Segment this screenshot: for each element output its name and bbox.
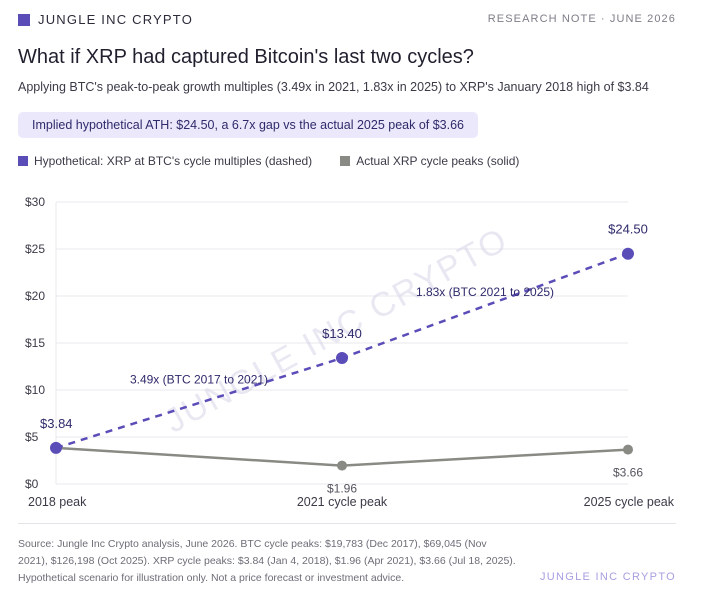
data-label-actual: $3.66 [613, 466, 643, 480]
source-note: Source: Jungle Inc Crypto analysis, June… [18, 538, 516, 584]
data-point-actual [623, 444, 633, 455]
chart-legend: Hypothetical: XRP at BTC's cycle multipl… [18, 154, 519, 168]
line-chart: $0 $5 $10 $15 $20 $25 $30 2018 peak 2021 cycle p… [25, 195, 675, 509]
brand-header: JUNGLE INC CRYPTO [18, 12, 193, 27]
data-point-actual [337, 460, 347, 471]
y-tick-label: $0 [25, 477, 39, 491]
x-tick-label: 2021 cycle peak [297, 495, 388, 509]
series-line-hypothetical [55, 252, 629, 450]
legend-item-actual: Actual XRP cycle peaks (solid) [340, 154, 519, 168]
y-tick-label: $10 [25, 383, 45, 397]
legend-label-hypothetical: Hypothetical: XRP at BTC's cycle multipl… [34, 154, 313, 168]
data-label-hypothetical: $24.50 [608, 222, 648, 237]
data-label-actual: $1.96 [327, 482, 357, 496]
page-title: What if XRP had captured Bitcoin's last … [18, 46, 474, 68]
data-label-hypothetical: $13.40 [322, 326, 362, 341]
x-tick-label: 2018 peak [28, 495, 87, 509]
y-tick-label: $5 [25, 430, 39, 444]
segment-annotation: 3.49x (BTC 2017 to 2021) [130, 372, 268, 386]
segment-annotation: 1.83x (BTC 2021 to 2025) [416, 285, 554, 299]
legend-item-hypothetical: Hypothetical: XRP at BTC's cycle multipl… [18, 154, 312, 168]
ath-callout: Implied hypothetical ATH: $24.50, a 6.7x… [18, 112, 479, 138]
footer-brand: JUNGLE INC CRYPTO [540, 571, 676, 583]
data-point-hypothetical [50, 441, 62, 454]
page-subtitle: Applying BTC's peak-to-peak growth multi… [18, 80, 649, 94]
data-point-hypothetical [336, 352, 348, 365]
legend-label-actual: Actual XRP cycle peaks (solid) [356, 154, 520, 168]
brand-logo-icon [18, 13, 30, 26]
y-tick-label: $20 [25, 289, 45, 303]
x-tick-label: 2025 cycle peak [584, 495, 675, 509]
y-tick-label: $25 [25, 242, 45, 256]
legend-swatch-actual [340, 156, 351, 166]
data-label-hypothetical: $3.84 [40, 416, 73, 431]
legend-swatch-hypothetical [18, 156, 28, 166]
research-note-label: RESEARCH NOTE · JUNE 2026 [487, 13, 676, 25]
y-tick-label: $15 [25, 336, 45, 350]
data-point-hypothetical [622, 247, 634, 260]
y-tick-label: $30 [25, 195, 45, 209]
footer-divider [18, 523, 676, 524]
brand-name: JUNGLE INC CRYPTO [38, 12, 194, 27]
